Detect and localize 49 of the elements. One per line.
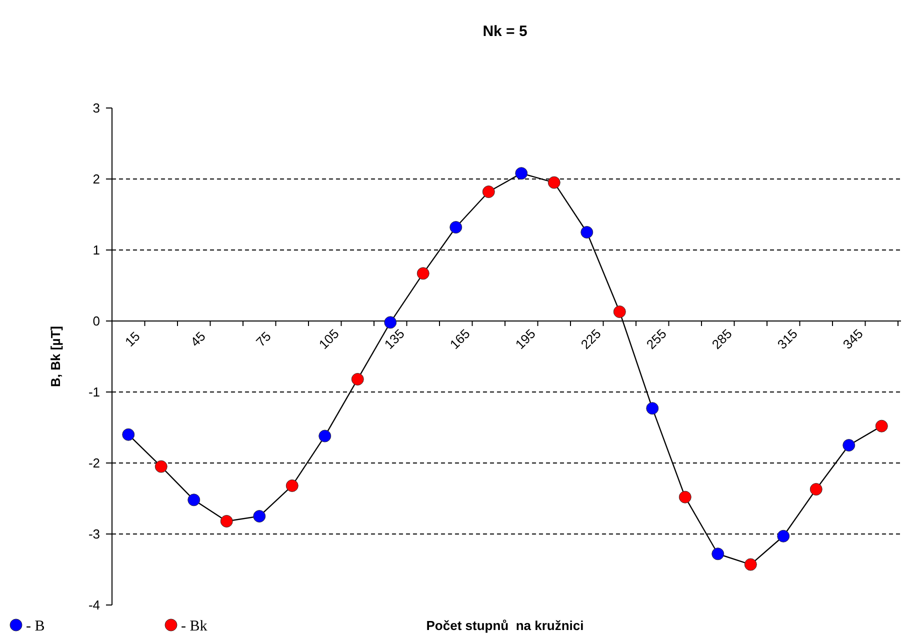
x-axis-title: Počet stupnů na kružnici [426,618,584,633]
x-tick-label: 225 [578,326,604,352]
x-tick-label: 285 [708,326,735,352]
point [220,514,233,528]
x-tick-label: 315 [774,326,800,352]
point [875,420,888,432]
point [810,483,822,496]
point [777,530,790,542]
point [253,510,266,522]
y-tick-label: -3 [88,526,100,542]
x-tick-label: 105 [316,326,342,352]
point [712,548,724,560]
y-tick-label: -4 [88,598,100,613]
x-tick-label: 75 [252,328,274,350]
x-tick-label: 135 [381,326,408,352]
y-tick-label: 3 [92,100,100,116]
legend-label: - B [26,618,45,634]
y-tick-label: -2 [88,456,100,471]
x-tick-label: 165 [446,326,473,352]
y-tick-label: 2 [92,172,100,187]
point [286,479,298,492]
y-tick-label: 0 [92,314,100,329]
point [548,176,560,189]
x-tick-label: 345 [840,326,866,352]
point [122,428,135,441]
point [842,439,856,452]
point [318,430,332,442]
point [613,306,626,318]
x-tick-label: 15 [122,328,143,350]
point [154,460,168,473]
point [384,316,397,329]
point [188,494,200,506]
point [351,372,364,386]
y-tick-label: -1 [88,384,100,400]
x-tick-label: 195 [512,326,538,352]
x-tick-label: 255 [643,326,670,352]
point [515,167,528,180]
y-tick-label: 1 [92,242,100,258]
point [580,226,594,238]
point [744,558,757,571]
x-tick-label: 45 [187,328,208,350]
point [678,490,692,504]
point [646,402,659,415]
point [450,221,462,234]
point [416,267,430,280]
legend-label: - Bk [181,618,208,634]
y-axis-title: B, Bk [µT] [48,326,63,387]
chart-title: Nk = 5 [482,23,528,40]
point [482,186,495,198]
